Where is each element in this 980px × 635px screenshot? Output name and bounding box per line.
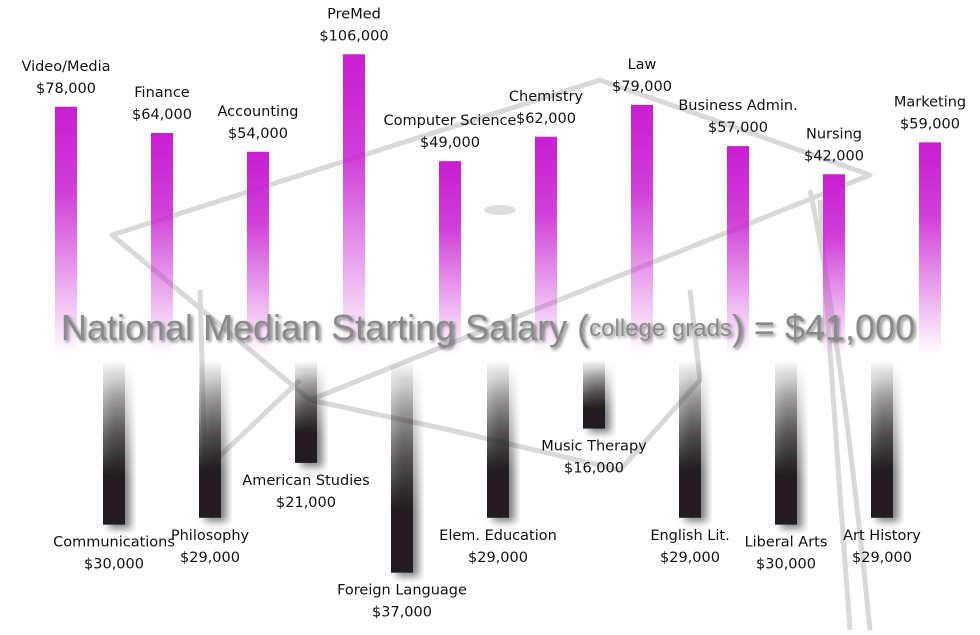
value-label: $59,000 [900,116,960,132]
value-label: $21,000 [276,495,336,511]
category-label: Chemistry [509,89,584,105]
category-label: English Lit. [650,528,729,544]
category-label: Elem. Education [439,528,557,544]
bar [391,360,413,573]
bar [343,54,365,355]
bar [151,133,173,355]
category-label: Philosophy [171,528,250,544]
bar [583,360,605,429]
value-label: $79,000 [612,79,672,95]
bar [103,360,125,525]
value-label: $29,000 [852,550,912,566]
value-label: $57,000 [708,120,768,136]
value-label: $30,000 [756,557,816,573]
value-label: $37,000 [372,605,432,621]
category-label: Liberal Arts [745,535,828,551]
value-label: $42,000 [804,148,864,164]
value-label: $64,000 [132,107,192,123]
bar [199,360,221,518]
value-label: $106,000 [319,28,388,44]
bar [55,106,77,355]
value-label: $29,000 [660,550,720,566]
category-label: Music Therapy [541,439,647,455]
value-label: $62,000 [516,111,576,127]
value-label: $54,000 [228,126,288,142]
bar [295,360,317,463]
bar [247,151,269,355]
median-small: college grads [589,315,732,342]
bar [823,174,845,355]
category-label: Nursing [806,126,862,142]
category-label: Marketing [894,94,966,110]
median-label: National Median Starting Salary (college… [61,307,915,348]
value-label: $49,000 [420,135,480,151]
category-label: Communications [53,535,175,551]
category-label: Finance [134,85,190,101]
bars: Video/Media $78,000 Finance $64,000 Accounti… [21,6,966,620]
category-label: Law [628,57,657,73]
value-label: $29,000 [468,550,528,566]
category-label: Video/Media [21,59,110,75]
category-label: Accounting [218,104,299,120]
category-label: American Studies [242,473,369,489]
bar [919,142,941,355]
bar [679,360,701,518]
bar [631,104,653,355]
bar [535,136,557,355]
median-prefix: National Median Starting Salary ( [61,307,589,348]
value-label: $78,000 [36,81,96,97]
bar [487,360,509,518]
category-label: Computer Science [384,113,517,129]
bar [439,161,461,355]
category-label: PreMed [327,6,381,22]
category-label: Foreign Language [337,583,467,599]
bar [871,360,893,518]
value-label: $16,000 [564,461,624,477]
median-suffix: ) = $41,000 [732,307,915,348]
category-label: Art History [843,528,921,544]
bar [775,360,797,525]
category-label: Business Admin. [678,98,797,114]
value-label: $30,000 [84,557,144,573]
bar [727,146,749,355]
value-label: $29,000 [180,550,240,566]
